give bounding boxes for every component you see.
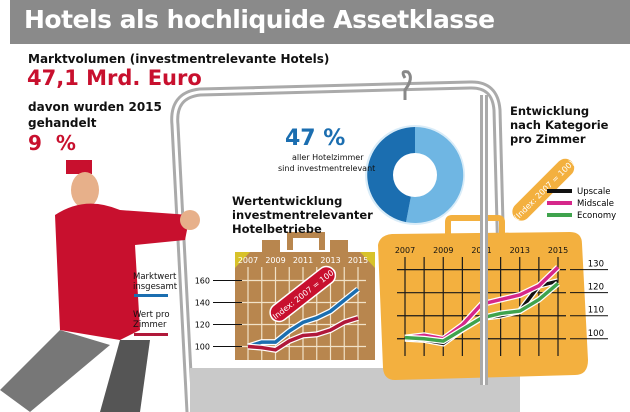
x-tick-label: 2011 bbox=[293, 256, 313, 265]
series-line-wert-pro-zimmer bbox=[247, 316, 359, 352]
chart2-title: Entwicklung nach Kategorie pro Zimmer bbox=[510, 104, 609, 146]
bellhop bbox=[0, 160, 200, 412]
chart1-title: Wertentwicklung investmentrelevanter Hot… bbox=[232, 194, 373, 236]
legend-swatch-blue bbox=[134, 294, 168, 297]
traded-label-2: gehandelt bbox=[28, 116, 97, 130]
header-banner: Hotels als hochliquide Assetklasse bbox=[10, 0, 630, 44]
traded-label-1: davon wurden 2015 bbox=[28, 100, 162, 114]
market-volume-value: 47,1 Mrd. Euro bbox=[27, 66, 202, 90]
x-tick-label: 2009 bbox=[265, 256, 285, 265]
x-tick-label: 2015 bbox=[548, 246, 568, 255]
page-title: Hotels als hochliquide Assetklasse bbox=[24, 5, 495, 34]
legend-label: Midscale bbox=[577, 199, 614, 209]
x-tick-label: 2013 bbox=[510, 246, 530, 255]
legend-swatch-red bbox=[134, 333, 168, 336]
y-tick-label: 100 bbox=[588, 329, 604, 339]
y-tick-label: 120 bbox=[195, 321, 210, 330]
donut-slice-47 bbox=[367, 127, 415, 223]
y-tick-label: 120 bbox=[588, 283, 604, 293]
y-tick-label: 140 bbox=[195, 299, 210, 308]
legend-per-room: Wert pro Zimmer bbox=[133, 310, 170, 330]
y-tick-label: 160 bbox=[195, 277, 210, 286]
x-tick-label: 2015 bbox=[348, 256, 368, 265]
hanger-hook bbox=[401, 70, 412, 100]
share-value: 47 % bbox=[285, 126, 346, 151]
share-label-1: aller Hotelzimmer bbox=[292, 153, 364, 162]
x-tick-label: 2013 bbox=[320, 256, 340, 265]
x-tick-label: 2007 bbox=[395, 246, 415, 255]
x-tick-label: 2007 bbox=[238, 256, 258, 265]
legend-market-value: Marktwert insgesamt bbox=[133, 272, 178, 292]
legend-label: Economy bbox=[577, 211, 616, 221]
legend-label: Upscale bbox=[577, 187, 611, 197]
donut-chart bbox=[365, 125, 465, 225]
share-label-2: sind investmentrelevant bbox=[278, 164, 376, 173]
y-tick-label: 130 bbox=[588, 260, 604, 270]
market-volume-label: Marktvolumen (investmentrelevante Hotels… bbox=[28, 52, 330, 66]
traded-value: 9 % bbox=[28, 131, 76, 155]
y-tick-label: 100 bbox=[195, 343, 210, 352]
series-line-marktwert-insgesamt bbox=[247, 287, 360, 349]
x-tick-label: 2009 bbox=[433, 246, 453, 255]
y-tick-label: 110 bbox=[588, 306, 604, 316]
